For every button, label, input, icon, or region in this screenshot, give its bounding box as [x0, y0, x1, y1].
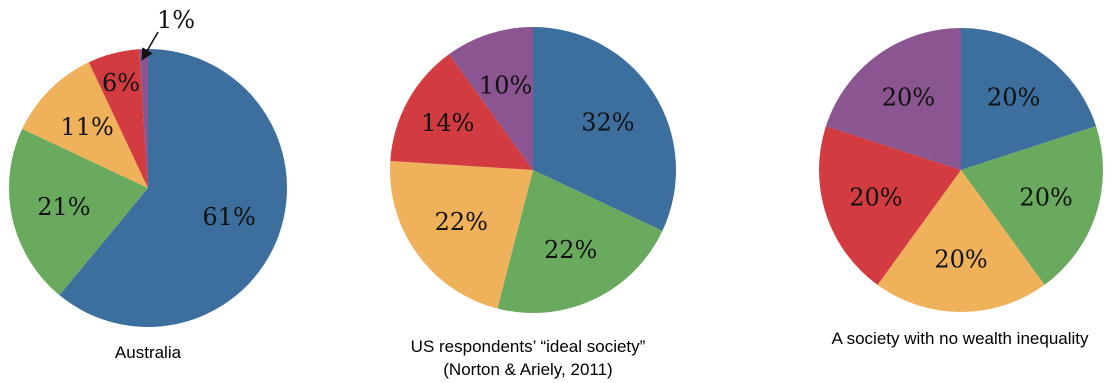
pie-chart-australia: 61% 21% 11% 6% 1%	[9, 6, 288, 328]
pie-chart-no-inequality: 20% 20% 20% 20% 20%	[818, 28, 1104, 313]
pie-title-no-inequality: A society with no wealth inequality	[831, 329, 1089, 348]
pie-slice-ideal-society-1	[497, 170, 663, 314]
pie-label-ideal-society-0: 32%	[581, 109, 634, 137]
pie-slice-ideal-society-3	[390, 54, 533, 171]
pie-label-ideal-society-2: 22%	[435, 208, 488, 236]
pie-slice-ideal-society-0	[533, 26, 677, 231]
pie-label-australia-1: 21%	[37, 193, 90, 221]
pie-slice-no-inequality-3	[818, 126, 961, 285]
pie-label-pointer-arrow	[141, 31, 159, 61]
pie-slice-no-inequality-2	[877, 170, 1045, 313]
pie-slice-australia-3	[88, 49, 148, 188]
pie-label-ideal-society-3: 14%	[421, 109, 474, 137]
pie-label-australia-4: 1%	[157, 6, 195, 34]
pie-title-ideal-society: US respondents’ “ideal society”	[411, 337, 646, 356]
pie-label-australia-2: 11%	[60, 113, 113, 141]
pie-label-no-inequality-3: 20%	[849, 184, 902, 212]
pie-slice-no-inequality-4	[825, 28, 961, 170]
pie-slice-australia-0	[59, 49, 288, 328]
pie-chart-ideal-society: 32% 22% 22% 14%10%	[389, 26, 677, 314]
pie-slice-australia-4	[139, 48, 148, 188]
pie-slice-no-inequality-0	[961, 28, 1097, 170]
pie-subtitle-ideal-society: (Norton & Ariely, 2011)	[443, 360, 612, 379]
pie-slice-australia-1	[9, 128, 149, 296]
pie-title-australia: Australia	[115, 343, 182, 362]
pie-label-no-inequality-4: 20%	[882, 84, 935, 112]
pie-label-australia-3: 6%	[102, 69, 140, 97]
pie-label-no-inequality-2: 20%	[934, 246, 987, 274]
pie-slice-ideal-society-2	[389, 161, 533, 309]
pie-label-ideal-society-4: 10%	[479, 72, 532, 100]
pie-slice-australia-2	[22, 62, 149, 189]
pie-slice-no-inequality-1	[961, 126, 1104, 285]
pie-slice-ideal-society-4	[448, 27, 533, 170]
pie-label-no-inequality-1: 20%	[1019, 184, 1072, 212]
pie-label-no-inequality-0: 20%	[987, 84, 1040, 112]
pie-label-ideal-society-1: 22%	[544, 236, 597, 264]
pie-label-australia-0: 61%	[202, 203, 255, 231]
